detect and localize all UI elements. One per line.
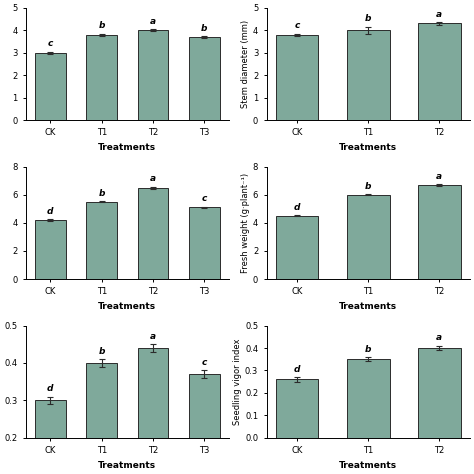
- Text: c: c: [48, 39, 53, 48]
- Bar: [347, 359, 390, 438]
- Bar: [86, 363, 117, 474]
- Text: c: c: [202, 194, 207, 203]
- Text: b: b: [99, 21, 105, 30]
- Text: b: b: [365, 182, 372, 191]
- Bar: [86, 35, 117, 120]
- Bar: [189, 37, 220, 120]
- Text: b: b: [201, 24, 208, 33]
- Bar: [35, 220, 66, 279]
- Text: a: a: [436, 333, 442, 342]
- Bar: [347, 195, 390, 279]
- Bar: [347, 30, 390, 120]
- Bar: [189, 207, 220, 279]
- Bar: [35, 401, 66, 474]
- Text: a: a: [436, 172, 442, 181]
- Bar: [189, 374, 220, 474]
- Text: c: c: [294, 21, 300, 30]
- Text: b: b: [99, 189, 105, 198]
- Text: b: b: [365, 14, 372, 23]
- Bar: [276, 216, 319, 279]
- Text: c: c: [202, 358, 207, 367]
- Bar: [137, 30, 168, 120]
- Y-axis label: Fresh weight (g·plant⁻¹): Fresh weight (g·plant⁻¹): [241, 173, 250, 273]
- Text: d: d: [47, 207, 54, 216]
- Text: a: a: [150, 17, 156, 26]
- X-axis label: Treatments: Treatments: [339, 143, 397, 152]
- X-axis label: Treatments: Treatments: [339, 461, 397, 470]
- Bar: [276, 35, 319, 120]
- X-axis label: Treatments: Treatments: [98, 143, 156, 152]
- Text: a: a: [150, 174, 156, 183]
- Bar: [35, 53, 66, 120]
- Bar: [137, 348, 168, 474]
- Bar: [137, 188, 168, 279]
- Bar: [418, 23, 461, 120]
- Text: a: a: [150, 332, 156, 341]
- Text: b: b: [99, 347, 105, 356]
- X-axis label: Treatments: Treatments: [98, 302, 156, 311]
- Bar: [86, 202, 117, 279]
- Y-axis label: Seedling vigor index: Seedling vigor index: [233, 338, 242, 425]
- Text: d: d: [294, 203, 301, 212]
- Bar: [418, 185, 461, 279]
- X-axis label: Treatments: Treatments: [98, 461, 156, 470]
- Text: b: b: [365, 345, 372, 354]
- Text: d: d: [294, 365, 301, 374]
- Text: a: a: [436, 10, 442, 19]
- Bar: [418, 348, 461, 438]
- Bar: [276, 380, 319, 438]
- Y-axis label: Stem diameter (mm): Stem diameter (mm): [241, 20, 250, 108]
- Text: d: d: [47, 384, 54, 393]
- X-axis label: Treatments: Treatments: [339, 302, 397, 311]
